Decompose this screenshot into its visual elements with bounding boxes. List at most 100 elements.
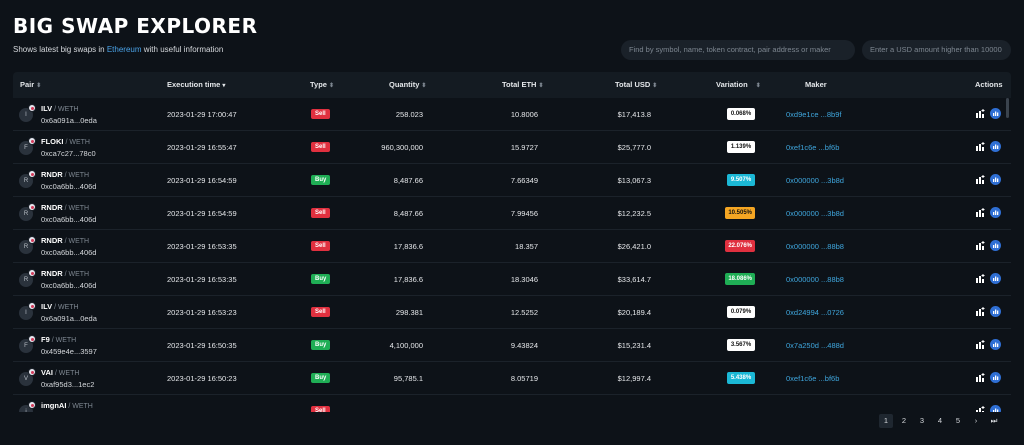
pair-name[interactable]: FLOKI / WETH [41,137,90,146]
maker-link[interactable]: 0xef1c6e ...bf6b [786,374,840,383]
variation-badge: 9.507% [727,174,755,186]
chevron-down-icon: ▾ [222,83,226,89]
bar-chart-icon[interactable] [990,174,1001,185]
table-row[interactable]: R RNDR / WETH 0xc0a6bb...406d 2023-01-29 16… [13,164,1011,197]
execution-time: 2023-01-29 16:54:59 [167,209,237,218]
pair-address[interactable]: 0xaf95d3...1ec2 [41,380,95,389]
chart-plus-icon[interactable] [975,174,986,185]
column-header-total-eth[interactable]: Total ETH ⬍ [502,72,543,98]
bar-chart-icon[interactable] [990,273,1001,284]
bar-chart-icon[interactable] [990,207,1001,218]
last-page-icon[interactable]: ⏭ [990,416,998,425]
token-avatar-icon: i [19,401,36,412]
pair-name[interactable]: RNDR / WETH [41,269,89,278]
execution-time: 2023-01-29 16:55:47 [167,143,237,152]
pair-quote: / WETH [52,304,79,311]
pair-name[interactable]: imgnAI / WETH [41,401,93,410]
maker-link[interactable]: 0x000000 ...88b8 [786,275,844,284]
quantity: 4,100,000 [389,341,423,350]
chart-plus-icon[interactable] [975,339,986,350]
chart-plus-icon[interactable] [975,141,986,152]
column-header-total-usd[interactable]: Total USD ⬍ [615,72,657,98]
pair-address[interactable]: 0xc0a6bb...406d [41,248,97,257]
chain-badge-icon [28,236,36,244]
table-row[interactable]: V VAI / WETH 0xaf95d3...1ec2 2023-01-29 16:… [13,362,1011,395]
chart-plus-icon[interactable] [975,108,986,119]
token-initial: I [25,112,27,118]
page-5-button[interactable]: 5 [955,416,961,425]
total-usd: $20,189.4 [617,308,651,317]
maker-link[interactable]: 0x000000 ...3b8d [786,176,844,185]
page-1-button[interactable]: 1 [879,414,893,428]
chart-plus-icon[interactable] [975,273,986,284]
pair-address[interactable]: 0x6a091a...0eda [41,314,97,323]
chart-plus-icon[interactable] [975,240,986,251]
table-row[interactable]: F F9 / WETH 0x459e4e...3597 2023-01-29 16:5… [13,329,1011,362]
table-row[interactable]: I ILV / WETH 0x6a091a...0eda 2023-01-29 17:… [13,98,1011,131]
usd-amount-input[interactable]: Enter a USD amount higher than 10000 [862,40,1011,60]
variation-badge: 10.505% [725,207,755,219]
pair-name[interactable]: RNDR / WETH [41,236,89,245]
ethereum-link[interactable]: Ethereum [106,45,142,54]
total-usd: $25,777.0 [617,143,651,152]
next-page-icon[interactable]: › [974,416,978,425]
pair-name[interactable]: F9 / WETH [41,335,76,344]
pair-address[interactable]: 0x459e4e...3597 [41,347,97,356]
table-row[interactable]: R RNDR / WETH 0xc0a6bb...406d 2023-01-29 16… [13,230,1011,263]
maker-link[interactable]: 0xd9e1ce ...8b9f [786,110,842,119]
pair-address[interactable]: 0xc0a6bb...406d [41,182,97,191]
column-header-type[interactable]: Type ⬍ [310,72,334,98]
pair-symbol: ILV [41,104,53,113]
table-row[interactable]: R RNDR / WETH 0xc0a6bb...406d 2023-01-29 16… [13,263,1011,296]
page-2-button[interactable]: 2 [901,416,907,425]
pair-address[interactable]: 0xca7c27...78c0 [41,149,96,158]
maker-link[interactable]: 0xef1c6e ...bf6b [786,143,840,152]
quantity: 8,487.66 [393,176,423,185]
bar-chart-icon[interactable] [990,141,1001,152]
table-row[interactable]: R RNDR / WETH 0xc0a6bb...406d 2023-01-29 16… [13,197,1011,230]
maker-link[interactable]: 0x000000 ...88b8 [786,242,844,251]
pair-name[interactable]: RNDR / WETH [41,170,89,179]
table-row[interactable]: I ILV / WETH 0x6a091a...0eda 2023-01-29 16:… [13,296,1011,329]
bar-chart-icon[interactable] [990,405,1001,412]
pair-address[interactable]: 0x6a091a...0eda [41,116,97,125]
token-initial: F [24,145,28,151]
bar-chart-icon[interactable] [990,306,1001,317]
chart-plus-icon[interactable] [975,405,986,412]
pair-address[interactable]: 0xc0a6bb...406d [41,281,97,290]
pair-name[interactable]: ILV / WETH [41,104,79,113]
table-row[interactable]: F FLOKI / WETH 0xca7c27...78c0 2023-01-29 1… [13,131,1011,164]
token-initial: R [23,244,29,250]
table-row[interactable]: i imgnAI / WETH Sell [13,395,1011,412]
total-eth: 9.43824 [510,341,538,350]
quantity: 960,300,000 [381,143,423,152]
page-3-button[interactable]: 3 [919,416,925,425]
column-header-execution-time[interactable]: Execution time ▾ [167,72,225,98]
table-scrollbar[interactable] [1006,98,1009,118]
pair-name[interactable]: RNDR / WETH [41,203,89,212]
bar-chart-icon[interactable] [990,372,1001,383]
pair-name[interactable]: ILV / WETH [41,302,79,311]
chart-plus-icon[interactable] [975,372,986,383]
maker-link[interactable]: 0x000000 ...3b8d [786,209,844,218]
bar-chart-icon[interactable] [990,108,1001,119]
bar-chart-icon[interactable] [990,240,1001,251]
pair-address[interactable]: 0xc0a6bb...406d [41,215,97,224]
pair-name[interactable]: VAI / WETH [41,368,79,377]
type-badge: Sell [311,241,330,251]
sort-arrows-icon: ⬍ [421,83,427,89]
total-usd: $12,232.5 [617,209,651,218]
maker-link[interactable]: 0x7a250d ...488d [786,341,844,350]
column-header-quantity[interactable]: Quantity ⬍ [389,72,426,98]
page-4-button[interactable]: 4 [937,416,943,425]
type-badge: Buy [311,175,331,185]
maker-link[interactable]: 0xd24994 ...0726 [786,308,844,317]
column-header-variation[interactable]: Variation ⬍ [716,72,761,98]
token-avatar-icon: I [19,104,36,122]
table-header: Pair ⬍ Execution time ▾ Type ⬍ Quantity ⬍ To… [13,72,1011,98]
chart-plus-icon[interactable] [975,306,986,317]
column-header-pair[interactable]: Pair ⬍ [20,72,41,98]
bar-chart-icon[interactable] [990,339,1001,350]
search-input[interactable]: Find by symbol, name, token contract, pa… [621,40,855,60]
chart-plus-icon[interactable] [975,207,986,218]
